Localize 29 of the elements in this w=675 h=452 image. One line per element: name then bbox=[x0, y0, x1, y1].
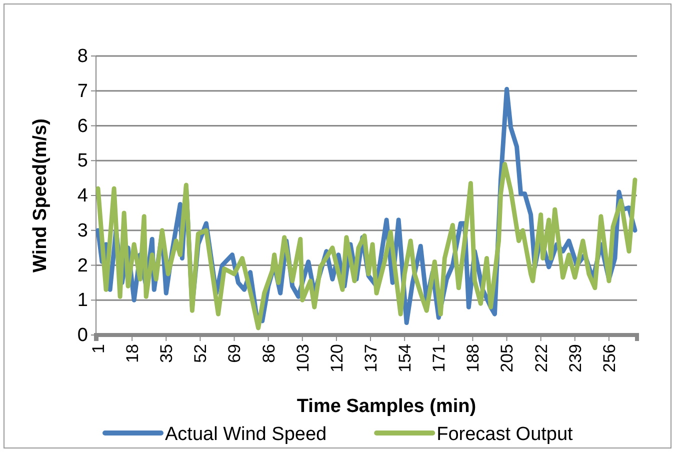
x-axis-title: Time Samples (min) bbox=[296, 396, 476, 417]
x-tick-label: 103 bbox=[293, 344, 312, 372]
y-tick-label: 6 bbox=[77, 116, 88, 137]
y-tick-label: 0 bbox=[77, 325, 88, 346]
x-tick-label: 256 bbox=[600, 344, 619, 372]
y-axis-title: Wind Speed(m/s) bbox=[30, 118, 51, 272]
x-tick-label: 188 bbox=[464, 344, 483, 372]
x-tick-label: 1 bbox=[88, 344, 108, 354]
x-tick-label: 86 bbox=[259, 344, 278, 363]
x-tick-label: 239 bbox=[566, 344, 585, 372]
x-tick-label: 222 bbox=[532, 344, 551, 372]
legend-label: Actual Wind Speed bbox=[165, 424, 327, 445]
x-tick-label: 35 bbox=[157, 344, 176, 363]
y-tick-label: 4 bbox=[77, 186, 88, 207]
x-tick-label: 120 bbox=[327, 344, 346, 372]
x-tick-label: 69 bbox=[225, 344, 244, 363]
x-tick-label: 137 bbox=[361, 344, 380, 372]
x-tick-label: 154 bbox=[396, 344, 415, 372]
y-tick-label: 7 bbox=[77, 80, 88, 102]
x-tick-label: 205 bbox=[498, 344, 517, 372]
y-tick-label: 1 bbox=[77, 290, 88, 312]
x-tick-label: 171 bbox=[430, 344, 449, 372]
y-tick-label: 2 bbox=[77, 255, 88, 276]
legend-label: Forecast Output bbox=[436, 424, 574, 445]
y-tick-label: 3 bbox=[77, 220, 88, 242]
x-tick-label: 52 bbox=[191, 344, 210, 363]
y-tick-label: 8 bbox=[77, 46, 88, 68]
y-tick-label: 5 bbox=[77, 150, 88, 172]
x-tick-label: 18 bbox=[123, 344, 142, 363]
